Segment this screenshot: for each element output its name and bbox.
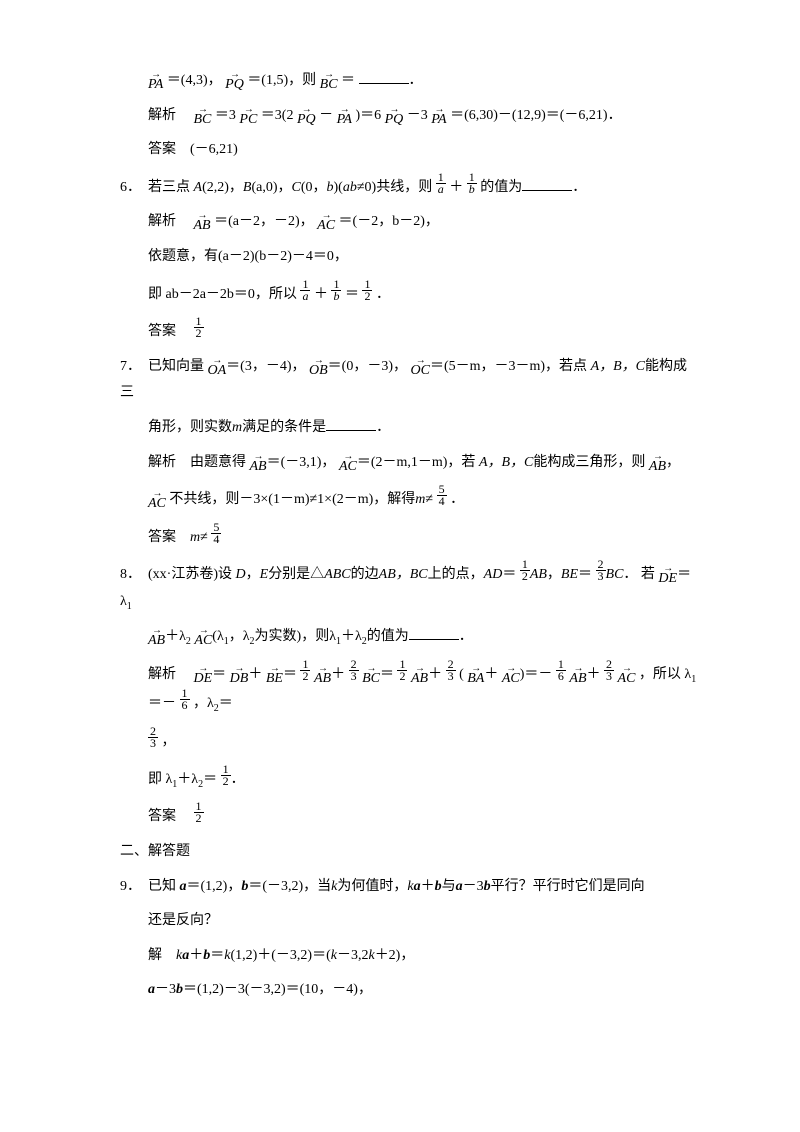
solution-line: →AC 不共线，则－3×(1－m)≠1×(2－m)，解得m≠ 54 ． xyxy=(120,484,700,514)
q7: 7．已知向量 →OA＝(3，－4)， →OB＝(0，－3)， →OC＝(5－m，… xyxy=(120,354,700,407)
vec-ab: →AB xyxy=(194,213,211,233)
frac: 23 xyxy=(349,659,359,682)
q-number: 9． xyxy=(120,874,148,901)
vec-de: →DE xyxy=(658,566,677,586)
blank xyxy=(326,416,376,431)
text: ＝(1,5)，则 xyxy=(247,73,316,88)
answer-line: 答案 m≠ 54 xyxy=(120,522,700,552)
solution-line: 23 ， xyxy=(120,726,700,756)
frac: 23 xyxy=(446,659,456,682)
q-number: 8． xyxy=(120,562,148,589)
text: ＝ xyxy=(341,73,355,88)
vec-ac: →AC xyxy=(339,454,357,474)
frac: 12 xyxy=(300,659,310,682)
vec-pq: →PQ xyxy=(225,72,244,92)
solution-line: a－3b＝(1,2)－3(－3,2)＝(10，－4)， xyxy=(120,977,700,1004)
vec-de: →DE xyxy=(194,666,213,686)
q-number: 6． xyxy=(120,175,148,202)
frac: 16 xyxy=(180,688,190,711)
vec-ac: →AC xyxy=(618,666,636,686)
vec-ob: →OB xyxy=(309,358,328,378)
vec-bc: →BC xyxy=(362,666,380,686)
solution-line: 解析 由题意得 →AB＝(－3,1)， →AC＝(2－m,1－m)，若 A，B，… xyxy=(120,450,700,477)
vec-bc: →BC xyxy=(194,107,212,127)
frac: 12 xyxy=(194,316,204,339)
section-heading: 二、解答题 xyxy=(120,839,700,866)
blank xyxy=(409,625,459,640)
q6: 6．若三点 A(2,2)，B(a,0)，C(0，b)(ab≠0)共线，则 1a … xyxy=(120,172,700,202)
frac: 23 xyxy=(596,559,606,582)
frac: 23 xyxy=(148,726,158,749)
solution-line: 解析 →BC ＝3 →PC ＝3(2 →PQ － →PA )＝6 →PQ －3 … xyxy=(120,103,700,130)
solution-line: 解 ka＋b＝k(1,2)＋(－3,2)＝(k－3,2k＋2)， xyxy=(120,943,700,970)
vec-pa: →PA xyxy=(337,107,352,127)
solution-line: 依题意，有(a－2)(b－2)－4＝0， xyxy=(120,244,700,271)
vec-oa: →OA xyxy=(208,358,227,378)
frac: 1b xyxy=(467,172,477,195)
vec-oc: →OC xyxy=(411,358,430,378)
text: ＝(4,3)， xyxy=(167,73,222,88)
solution-line: 解析 →AB ＝(a－2，－2)， →AC ＝(－2，b－2)， xyxy=(120,209,700,236)
q9-cont: 还是反向？ xyxy=(120,908,700,935)
vec-ac: →AC xyxy=(317,213,335,233)
frac: 1a xyxy=(300,279,310,302)
solution-line: 解析 →DE＝ →DB＋ →BE＝ 12 →AB＋ 23 →BC＝ 12 →AB… xyxy=(120,659,700,719)
vec-ac: →AC xyxy=(148,491,166,511)
vec-ac: →AC xyxy=(502,666,520,686)
vec-pq: →PQ xyxy=(385,107,404,127)
frac: 12 xyxy=(221,764,231,787)
q7-cont: 角形，则实数m满足的条件是． xyxy=(120,415,700,442)
vec-ab: →AB xyxy=(314,666,331,686)
frac: 54 xyxy=(211,522,221,545)
line: →PA ＝(4,3)， →PQ ＝(1,5)，则 →BC ＝ ． xyxy=(120,68,700,95)
vec-db: →DB xyxy=(230,666,249,686)
page: →PA ＝(4,3)， →PQ ＝(1,5)，则 →BC ＝ ． 解析 →BC … xyxy=(0,0,800,1132)
vec-pa: →PA xyxy=(148,72,163,92)
q8: 8．(xx·江苏卷)设 D，E分别是△ABC的边AB，BC上的点，AD＝ 12A… xyxy=(120,559,700,615)
vec-ba: →BA xyxy=(467,666,484,686)
frac: 12 xyxy=(520,559,530,582)
blank xyxy=(359,69,409,84)
vec-ab: →AB xyxy=(411,666,428,686)
solution-line: 即 ab－2a－2b＝0，所以 1a ＋ 1b ＝ 12 ． xyxy=(120,279,700,309)
vec-ab: →AB xyxy=(148,628,165,648)
frac: 1a xyxy=(436,172,446,195)
label: 解析 xyxy=(148,108,190,123)
frac: 54 xyxy=(437,484,447,507)
vec-pc: →PC xyxy=(239,107,257,127)
answer-line: 答案 (－6,21) xyxy=(120,137,700,164)
frac: 12 xyxy=(362,279,372,302)
q-number: 7． xyxy=(120,354,148,381)
solution-line: 即 λ1＋λ2＝ 12． xyxy=(120,764,700,794)
vec-ab: →AB xyxy=(250,454,267,474)
blank xyxy=(522,176,572,191)
q9: 9．已知 a＝(1,2)，b＝(－3,2)，当k为何值时，ka＋b与a－3b平行… xyxy=(120,874,700,901)
vec-be: →BE xyxy=(266,666,283,686)
frac: 23 xyxy=(604,659,614,682)
vec-bc: →BC xyxy=(320,72,338,92)
frac: 1b xyxy=(331,279,341,302)
vec-pq: →PQ xyxy=(297,107,316,127)
answer-line: 答案 12 xyxy=(120,316,700,346)
vec-ac: →AC xyxy=(194,628,212,648)
q8-cont: →AB＋λ2 →AC(λ1，λ2为实数)，则λ1＋λ2的值为． xyxy=(120,624,700,651)
vec-ab: →AB xyxy=(649,454,666,474)
answer-line: 答案 12 xyxy=(120,801,700,831)
vec-pa: →PA xyxy=(431,107,446,127)
vec-ab: →AB xyxy=(569,666,586,686)
frac: 12 xyxy=(194,801,204,824)
frac: 16 xyxy=(556,659,566,682)
frac: 12 xyxy=(397,659,407,682)
